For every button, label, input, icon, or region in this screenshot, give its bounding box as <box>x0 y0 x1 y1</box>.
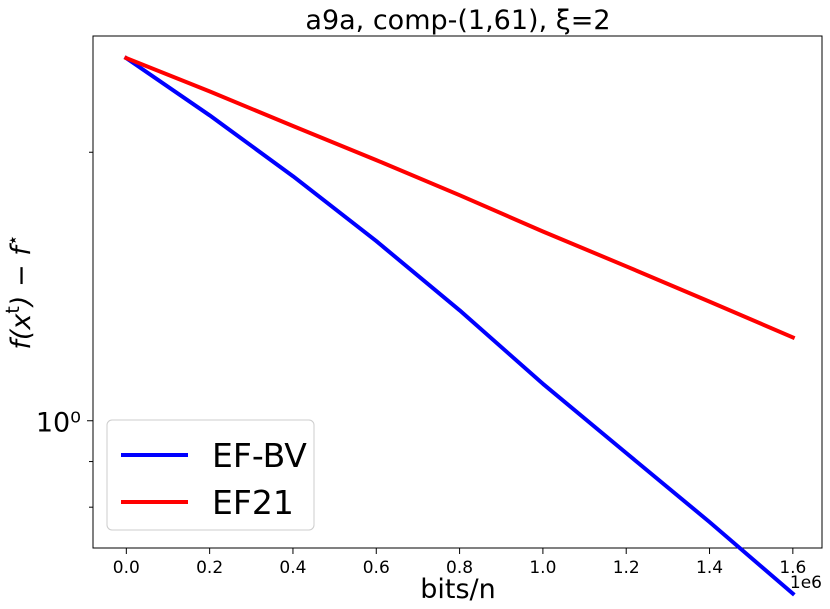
chart-title: a9a, comp-(1,61), ξ=2 <box>305 5 610 36</box>
x-tick-label: 0.4 <box>279 558 306 578</box>
x-axis-label: bits/n <box>420 574 496 605</box>
series-layer <box>123 55 796 597</box>
legend: EF-BV EF21 <box>106 419 315 531</box>
y-tick-label: 10⁰ <box>36 408 81 439</box>
x-tick-label: 1.6 <box>779 558 806 578</box>
y-axis-label: f(xt) − f⋆ <box>2 234 37 349</box>
x-tick-label: 1.2 <box>613 558 640 578</box>
x-tick-label: 1.0 <box>529 558 556 578</box>
plot-area <box>92 35 823 549</box>
x-tick-label: 0.6 <box>363 558 390 578</box>
legend-label-ef-bv: EF-BV <box>212 436 307 475</box>
x-tick-label: 0.0 <box>113 558 140 578</box>
y-axis: 10⁰ <box>36 151 93 508</box>
x-tick-label: 0.8 <box>446 558 473 578</box>
x-tick-label: 0.2 <box>196 558 223 578</box>
x-axis: 0.0 0.2 0.4 0.6 0.8 1.0 1.2 1.4 1.6 <box>113 548 806 578</box>
series-line-ef21 <box>123 55 796 341</box>
x-axis-offset-label: 1e6 <box>790 573 822 593</box>
legend-label-ef21: EF21 <box>212 483 294 522</box>
series-line-ef-bv <box>123 55 796 597</box>
x-tick-label: 1.4 <box>696 558 723 578</box>
